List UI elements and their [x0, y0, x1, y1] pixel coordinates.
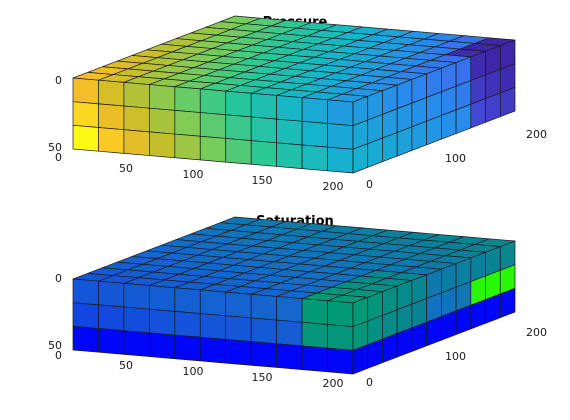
pressure-y-tick-0: 0 — [366, 178, 373, 191]
cell-front — [149, 308, 176, 336]
saturation-x-tick-100: 100 — [183, 365, 204, 378]
cell-front — [72, 325, 99, 353]
cell-front — [199, 112, 227, 139]
cell-front — [276, 142, 303, 169]
cell-front — [276, 118, 303, 146]
cell-front — [174, 334, 201, 362]
cell-front — [98, 328, 125, 355]
cell-front — [149, 131, 176, 159]
cell-front — [149, 84, 176, 111]
saturation-ticks: 0 50 0 50 100 150 200 0 100 200 — [48, 272, 547, 390]
cell-front — [301, 321, 328, 349]
cell-front — [123, 283, 150, 310]
cell-front — [72, 77, 99, 105]
cell-front — [123, 330, 150, 357]
cell-front — [199, 88, 227, 116]
pressure-y-tick-200: 200 — [526, 128, 547, 141]
cell-front — [199, 135, 227, 163]
cell-front — [98, 280, 125, 308]
cell-front — [327, 146, 354, 174]
cell-front — [276, 319, 303, 347]
cell-front — [149, 285, 176, 312]
cell-front — [72, 302, 99, 329]
cell-front — [123, 306, 150, 334]
pressure-ticks: 0 50 0 50 100 150 200 0 100 200 — [48, 74, 547, 193]
cell-front — [199, 336, 227, 364]
pressure-x-origin-tick: 0 — [55, 151, 62, 164]
cell-front — [123, 82, 150, 109]
cell-front — [301, 298, 328, 325]
cell-front — [250, 317, 277, 345]
cell-front — [327, 324, 354, 351]
cell-front — [276, 343, 303, 370]
cell-front — [225, 339, 252, 366]
saturation-z-tick-50: 50 — [48, 339, 62, 352]
cell-front — [174, 86, 201, 113]
cell-front — [123, 129, 150, 156]
pressure-x-tick-200: 200 — [323, 180, 344, 193]
cell-side — [499, 287, 516, 318]
cell-front — [199, 289, 227, 317]
saturation-y-tick-200: 200 — [526, 326, 547, 339]
cell-front — [225, 114, 252, 141]
cell-front — [301, 120, 328, 148]
cell-front — [149, 332, 176, 360]
cell-front — [225, 315, 252, 342]
pressure-z-tick-50: 50 — [48, 141, 62, 154]
cell-front — [301, 345, 328, 373]
cell-front — [225, 90, 252, 118]
pressure-x-tick-150: 150 — [252, 174, 273, 187]
cell-front — [72, 278, 99, 306]
cell-front — [301, 97, 328, 124]
cell-front — [174, 287, 201, 314]
cell-front — [174, 133, 201, 161]
pressure-x-tick-100: 100 — [183, 168, 204, 181]
cell-front — [225, 291, 252, 319]
cell-front — [98, 103, 125, 131]
pressure-x-tick-50: 50 — [119, 162, 133, 175]
cell-front — [301, 144, 328, 172]
cell-front — [72, 124, 99, 152]
cell-front — [276, 95, 303, 122]
cell-front — [327, 99, 354, 127]
cell-front — [276, 296, 303, 323]
saturation-plot: Saturation 0 50 0 50 100 150 200 0 100 2… — [48, 214, 547, 390]
cell-front — [98, 79, 125, 107]
pressure-y-tick-100: 100 — [445, 152, 466, 165]
cell-side — [499, 86, 516, 117]
cell-front — [250, 116, 277, 144]
cell-front — [123, 105, 150, 133]
saturation-x-origin-tick: 0 — [55, 349, 62, 362]
pressure-plot: Pressure 0 50 0 50 100 150 200 0 100 200 — [48, 15, 547, 193]
cell-front — [327, 347, 354, 375]
saturation-z-tick-0: 0 — [55, 272, 62, 285]
saturation-x-tick-50: 50 — [119, 359, 133, 372]
saturation-y-tick-100: 100 — [445, 350, 466, 363]
cell-front — [199, 313, 227, 340]
cell-front — [72, 101, 99, 128]
cell-front — [98, 304, 125, 332]
cell-front — [250, 140, 277, 167]
cell-front — [250, 341, 277, 368]
pressure-z-tick-0: 0 — [55, 74, 62, 87]
cell-front — [250, 293, 277, 321]
saturation-x-tick-200: 200 — [323, 377, 344, 390]
saturation-x-tick-150: 150 — [252, 371, 273, 384]
cell-front — [250, 92, 277, 120]
saturation-cells — [72, 216, 516, 375]
cell-front — [327, 300, 354, 328]
cell-front — [327, 123, 354, 150]
cell-front — [149, 107, 176, 135]
saturation-y-tick-0: 0 — [366, 376, 373, 389]
cell-front — [174, 311, 201, 338]
cell-front — [98, 127, 125, 154]
cell-front — [174, 110, 201, 137]
pressure-cells — [72, 15, 516, 174]
cell-front — [225, 138, 252, 165]
